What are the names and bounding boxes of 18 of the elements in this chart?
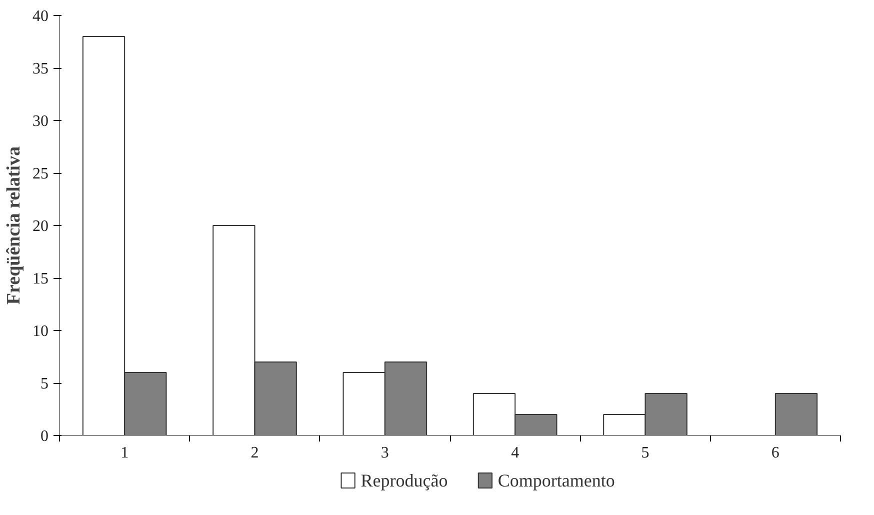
legend-label: Reprodução xyxy=(360,470,448,490)
x-tick-label: 4 xyxy=(511,444,520,462)
x-tick-label: 6 xyxy=(771,444,780,462)
y-tick-label: 5 xyxy=(40,376,48,392)
y-tick-label: 25 xyxy=(32,166,48,182)
y-axis-title: Freqüência relativa xyxy=(4,146,24,305)
x-tick-label: 1 xyxy=(120,444,129,462)
x-tick-label: 3 xyxy=(380,444,389,462)
x-tick-label: 2 xyxy=(250,444,259,462)
y-tick-label: 10 xyxy=(32,323,48,340)
y-tick-label: 20 xyxy=(32,218,48,235)
x-tick-label: 5 xyxy=(641,444,650,462)
y-tick-label: 30 xyxy=(32,113,48,130)
y-tick-label: 0 xyxy=(40,428,48,445)
y-tick-label: 40 xyxy=(32,8,48,25)
y-tick-label: 15 xyxy=(32,270,48,288)
y-tick-label: 35 xyxy=(32,60,48,78)
legend-label: Comportamento xyxy=(498,470,615,490)
